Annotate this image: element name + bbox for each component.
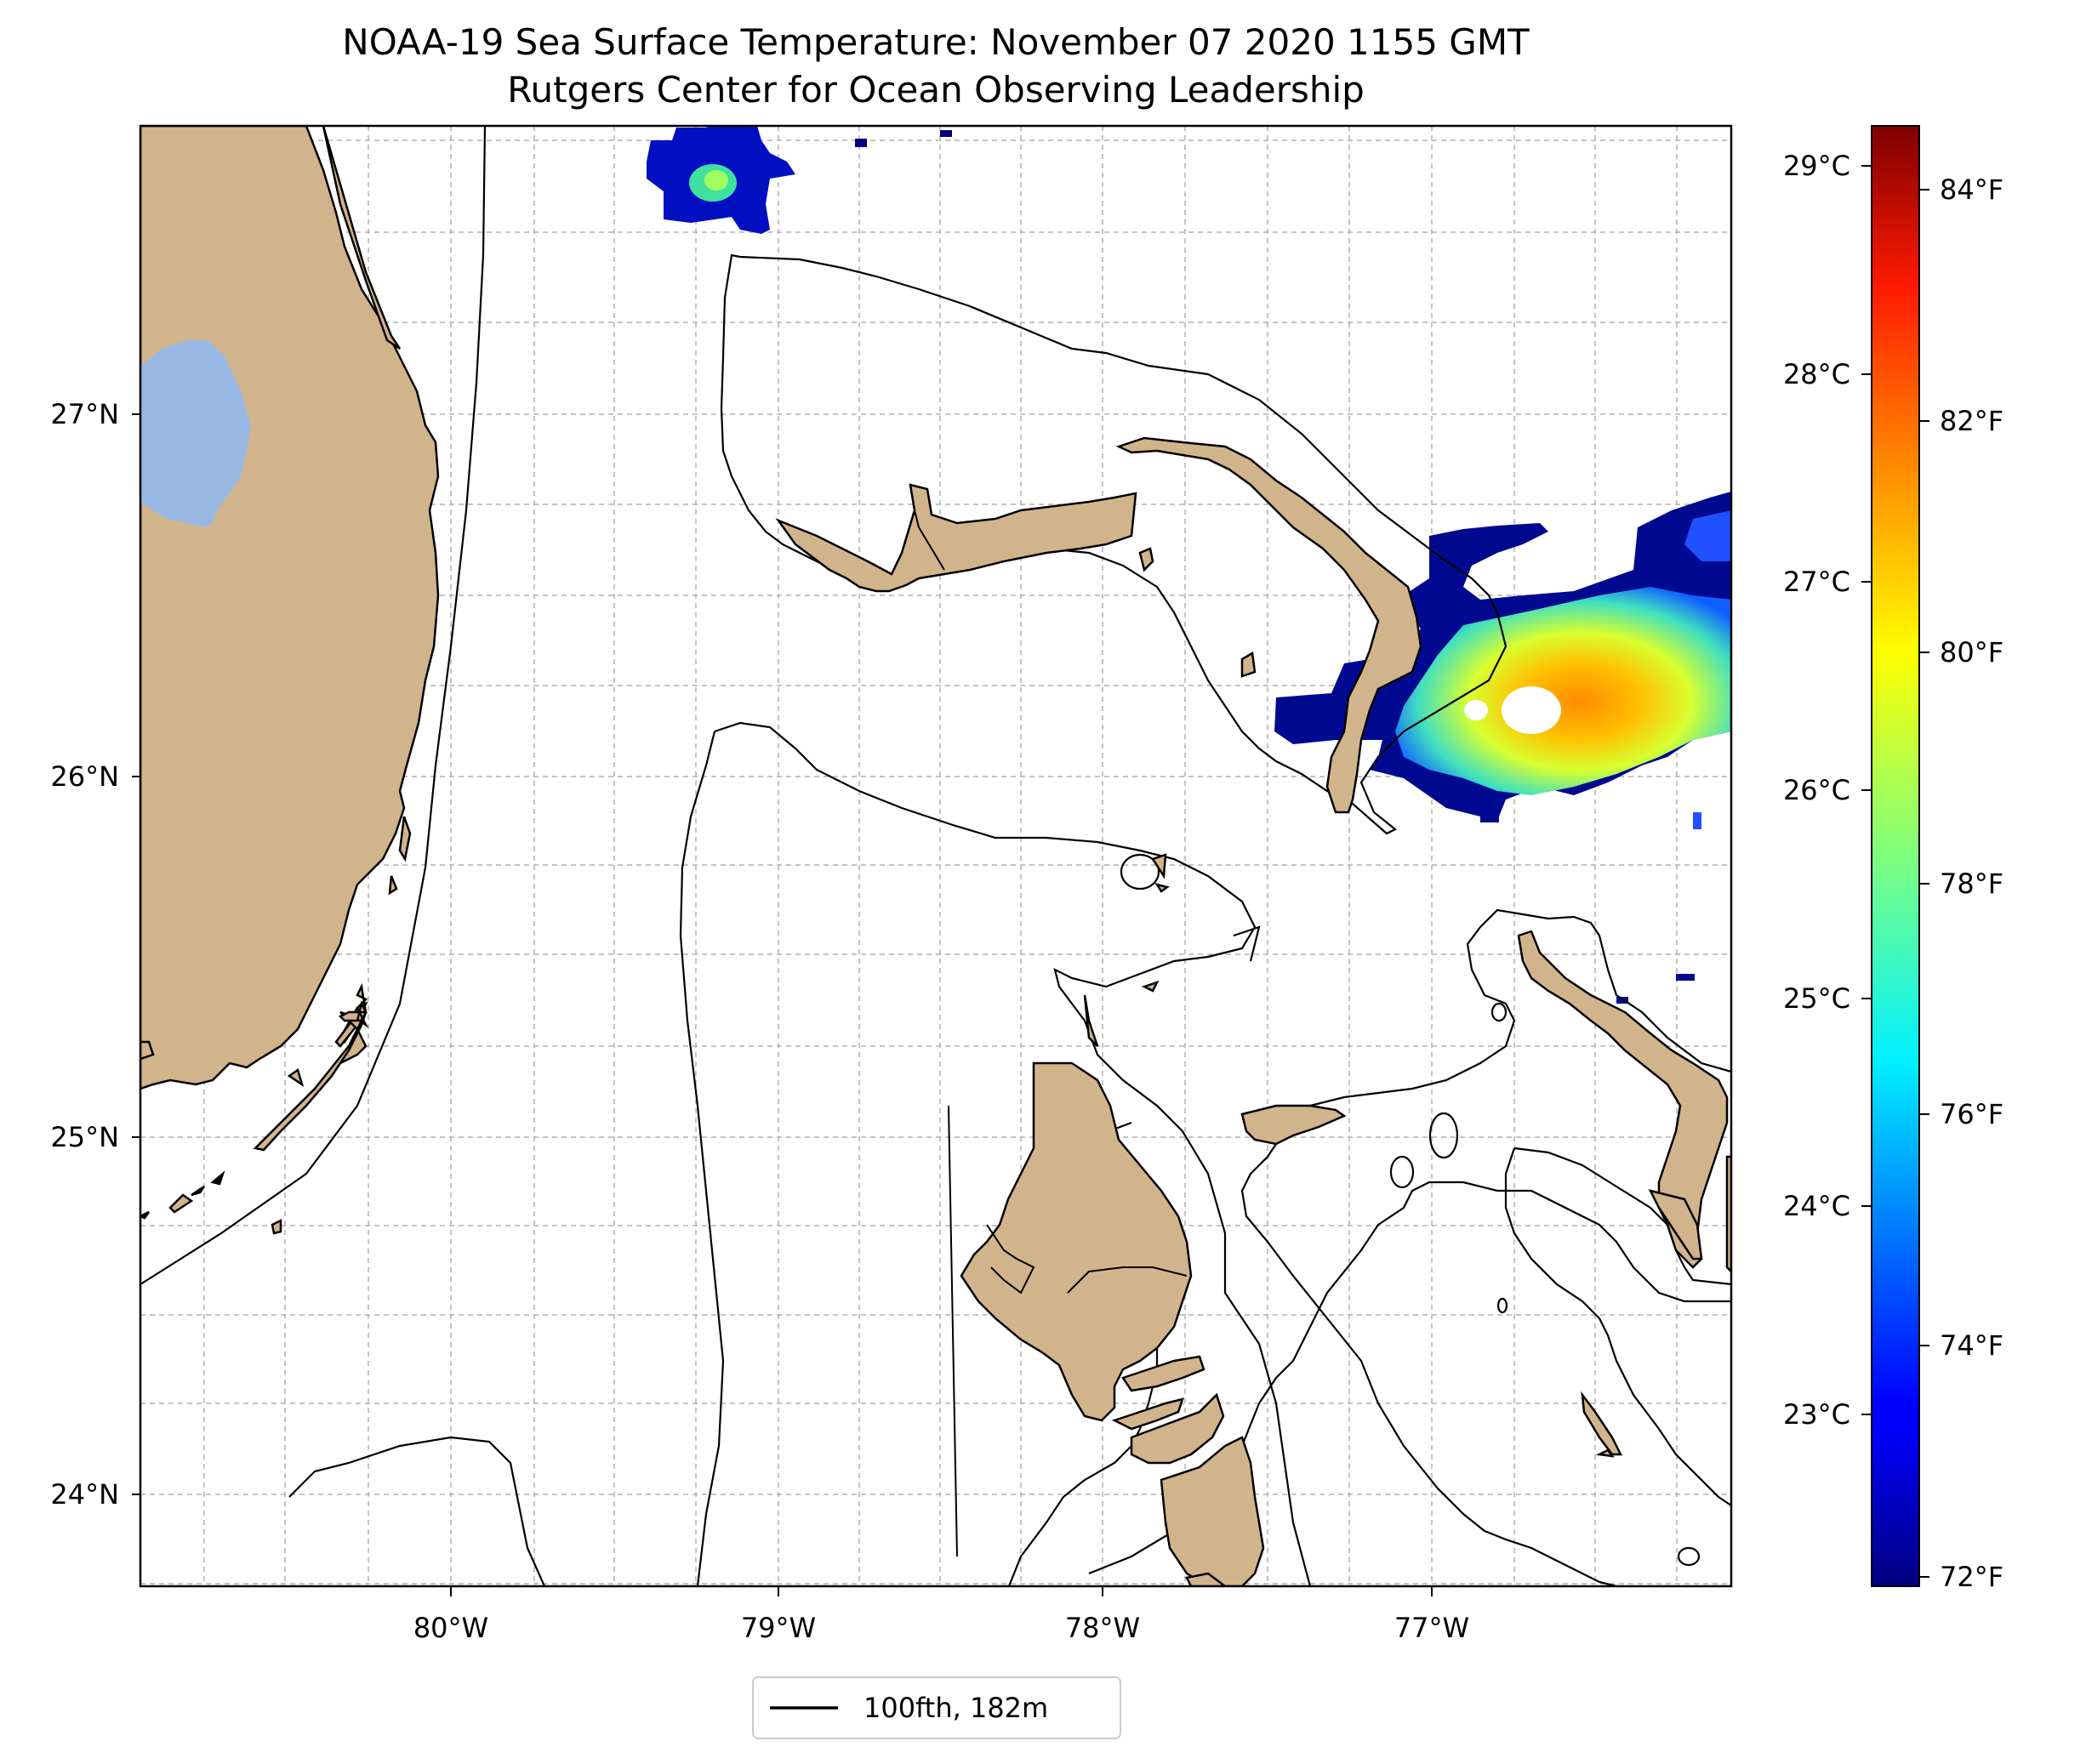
- lon-label-77w: 77°W: [1394, 1612, 1469, 1644]
- celsius-label-23: 23°C: [1783, 1398, 1850, 1431]
- lat-ticks: [132, 413, 140, 1495]
- fahrenheit-label-80: 80°F: [1940, 636, 2003, 669]
- fahrenheit-label-76: 76°F: [1940, 1098, 2003, 1130]
- land-abaco: [1115, 436, 1422, 1146]
- lon-ticks: [450, 1586, 1433, 1596]
- lat-label-25n: 25°N: [50, 1121, 119, 1153]
- lon-label-80w: 80°W: [413, 1612, 488, 1644]
- fahrenheit-label-72: 72°F: [1940, 1561, 2003, 1593]
- fahrenheit-label-84: 84°F: [1940, 174, 2003, 206]
- lat-labels: 27°N 26°N 25°N 24°N: [50, 398, 119, 1511]
- land-grand-bahama: [775, 483, 1154, 593]
- land-eleuthera: [1517, 930, 1729, 1269]
- colorbar-fahrenheit-ticks: [1919, 189, 1929, 1578]
- fahrenheit-label-78: 78°F: [1940, 868, 2003, 900]
- lake-okeechobee: [140, 340, 251, 527]
- figure-title: NOAA-19 Sea Surface Temperature: Novembe…: [342, 21, 1530, 63]
- colorbar: [1871, 125, 1920, 1587]
- fahrenheit-label-82: 82°F: [1940, 405, 2003, 437]
- celsius-label-26: 26°C: [1783, 774, 1850, 806]
- fahrenheit-label-74: 74°F: [1940, 1329, 2003, 1362]
- colorbar-celsius-labels: 29°C 28°C 27°C 26°C 25°C 24°C 23°C: [1783, 150, 1850, 1431]
- lon-label-78w: 78°W: [1065, 1612, 1140, 1644]
- map-frame: [139, 124, 1733, 1588]
- celsius-label-27: 27°C: [1783, 566, 1850, 598]
- sst-patch-north: [647, 126, 952, 234]
- legend-label: 100fth, 182m: [863, 1692, 1048, 1724]
- colorbar-fahrenheit-labels: 84°F 82°F 80°F 78°F 76°F 74°F 72°F: [1940, 174, 2003, 1593]
- map-content: [140, 126, 1731, 1586]
- celsius-label-28: 28°C: [1783, 358, 1850, 390]
- lat-label-26n: 26°N: [50, 760, 119, 793]
- colorbar-celsius-ticks: [1861, 165, 1872, 1415]
- sst-patch-east: [1274, 492, 1731, 1004]
- celsius-label-25: 25°C: [1783, 982, 1850, 1015]
- celsius-label-24: 24°C: [1783, 1190, 1850, 1222]
- celsius-label-29: 29°C: [1783, 150, 1850, 182]
- land-andros: [960, 853, 1265, 1586]
- lat-label-24n: 24°N: [50, 1478, 119, 1511]
- lon-label-79w: 79°W: [741, 1612, 816, 1644]
- andros-inner-lines: [914, 509, 1188, 1557]
- legend: 100fth, 182m: [752, 1676, 1121, 1739]
- lat-label-27n: 27°N: [50, 398, 119, 430]
- figure-subtitle: Rutgers Center for Ocean Observing Leade…: [507, 69, 1365, 111]
- legend-box: [752, 1676, 1121, 1739]
